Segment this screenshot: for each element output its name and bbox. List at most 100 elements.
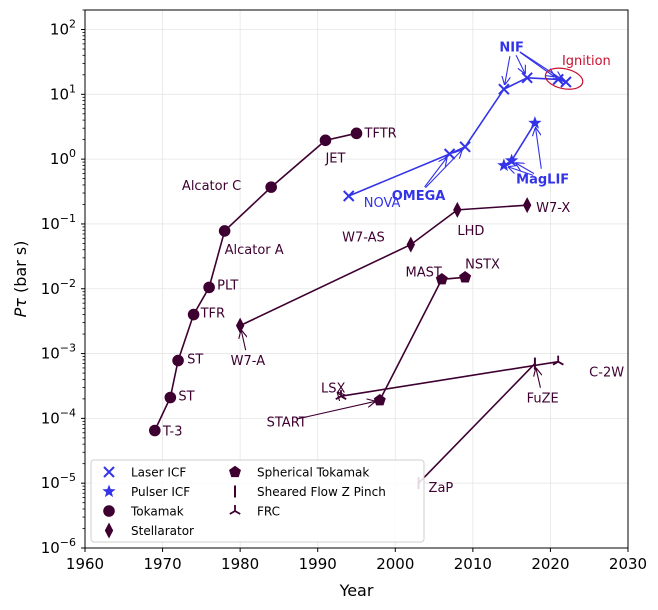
- legend-label: Spherical Tokamak: [257, 466, 369, 480]
- stellarator-point: [235, 317, 245, 334]
- spherical-tokamak-point: [373, 394, 386, 406]
- data-label: TFTR: [364, 126, 397, 141]
- ignition-label: Ignition: [562, 54, 611, 69]
- tokamak-point: [149, 424, 161, 437]
- annotation-arrow: [425, 150, 462, 189]
- x-tick-label: 2020: [531, 555, 569, 573]
- y-tick-label: 10−2: [41, 277, 76, 298]
- y-axis-label: Pτ (bar s): [11, 241, 30, 318]
- annotation-label: START: [267, 415, 307, 430]
- legend-label: Tokamak: [130, 505, 184, 519]
- frc-line: [340, 360, 559, 397]
- annotation-arrow: [296, 401, 374, 420]
- annotation-arrow: [241, 330, 245, 351]
- x-tick-label: 2030: [609, 555, 647, 573]
- tokamak-point: [164, 391, 177, 404]
- y-tick-label: 101: [50, 82, 76, 103]
- laser-icf-point: [443, 148, 456, 160]
- data-label: ST: [178, 389, 194, 404]
- legend-label: Pulser ICF: [131, 485, 190, 499]
- annotation-label: FuZE: [527, 391, 559, 406]
- legend-marker: [103, 505, 115, 517]
- plot-area-frame: [84, 9, 629, 549]
- pulser-icf-point: [528, 116, 542, 129]
- data-label: Alcator A: [225, 243, 284, 258]
- annotation-arrow: [338, 392, 340, 394]
- y-tick-label: 10−3: [41, 342, 76, 363]
- x-tick-label: 1980: [221, 555, 259, 573]
- legend-label: FRC: [257, 505, 280, 519]
- annotation-arrows: [241, 51, 562, 420]
- laser-icf-point: [343, 190, 355, 202]
- x-tick-label: 2000: [376, 555, 414, 573]
- annotation-label: NIF: [499, 40, 524, 55]
- data-label: JET: [324, 151, 345, 166]
- legend-label: Sheared Flow Z Pinch: [257, 485, 386, 499]
- data-label: NOVA: [364, 196, 401, 211]
- data-label: W7-X: [536, 201, 570, 216]
- axes: 1960 1970 1980 1990 2000 2010 2020 2030 10−6 10−5…: [41, 9, 647, 573]
- legend-label: Stellarator: [131, 524, 194, 538]
- legend-marker: [102, 484, 116, 498]
- stellarator-point: [453, 201, 462, 218]
- legend-marker: [104, 522, 114, 539]
- legend-marker: [103, 466, 115, 478]
- annotation-arrow: [509, 167, 534, 176]
- spherical-tokamak-point: [435, 272, 448, 285]
- laser-icf-point: [498, 83, 510, 95]
- stellarator-line: [239, 204, 528, 327]
- tokamak-point: [350, 127, 363, 140]
- x-tick-label: 1960: [66, 555, 104, 573]
- data-label: ST: [187, 353, 203, 368]
- frc-point: [335, 390, 347, 400]
- stellarator-point: [522, 197, 532, 214]
- legend: Laser ICF Pulser ICF Tokamak Stellarator Sph…: [90, 459, 425, 543]
- annotation-label: W7-A: [231, 354, 266, 369]
- tokamak-point: [265, 181, 277, 193]
- spherical-tokamak-line: [379, 276, 466, 401]
- y-tick-label: 10−5: [41, 471, 76, 492]
- tokamak-point: [172, 354, 184, 367]
- data-label: W7-AS: [342, 231, 385, 246]
- frc-point: [552, 355, 564, 366]
- y-tick-label: 100: [50, 147, 76, 168]
- data-labels: W7-A LSX START FuZE OMEGA NIF MagLIF T-3 ST ST TFR…: [162, 40, 624, 496]
- annotation-arrow: [505, 56, 510, 84]
- annotation-label: MagLIF: [516, 173, 569, 188]
- data-label: MAST: [406, 265, 442, 280]
- data-label: Alcator C: [182, 179, 241, 194]
- stellarator-point: [406, 236, 415, 253]
- annotation-arrow: [515, 55, 525, 73]
- spherical-tokamak-point: [459, 271, 472, 283]
- tokamak-point: [319, 134, 332, 147]
- data-label: T-3: [162, 425, 183, 440]
- annotation-arrow: [519, 51, 554, 76]
- laser-icf-point: [521, 72, 533, 84]
- sheared-flow-z-pinch-line: [417, 363, 536, 484]
- annotation-arrow: [516, 163, 535, 175]
- legend-marker: [229, 465, 241, 478]
- y-tick-label: 10−6: [41, 536, 76, 557]
- data-label: TFR: [200, 307, 225, 322]
- ignition-circle: [544, 67, 584, 90]
- x-tick-label: 1990: [299, 555, 337, 573]
- pulser-icf-point: [504, 153, 519, 167]
- data-label: C-2W: [589, 366, 624, 381]
- annotation-arrow: [536, 128, 542, 169]
- annotation-arrow: [424, 158, 447, 188]
- y-tick-label: 10−4: [41, 406, 76, 427]
- data-label: ZaP: [429, 481, 454, 496]
- legend-label: Laser ICF: [131, 466, 186, 480]
- grid: [84, 10, 629, 549]
- data-label: LHD: [457, 224, 484, 239]
- legend-box: [90, 459, 425, 543]
- tokamak-point: [218, 225, 231, 237]
- data-label: NSTX: [465, 257, 500, 272]
- annotation-arrow: [536, 368, 540, 388]
- data-label: PLT: [217, 278, 238, 293]
- annotation-label: OMEGA: [392, 189, 446, 204]
- x-tick-label: 2010: [454, 555, 492, 573]
- x-axis-label: Year: [339, 581, 374, 600]
- data-markers: [149, 72, 572, 490]
